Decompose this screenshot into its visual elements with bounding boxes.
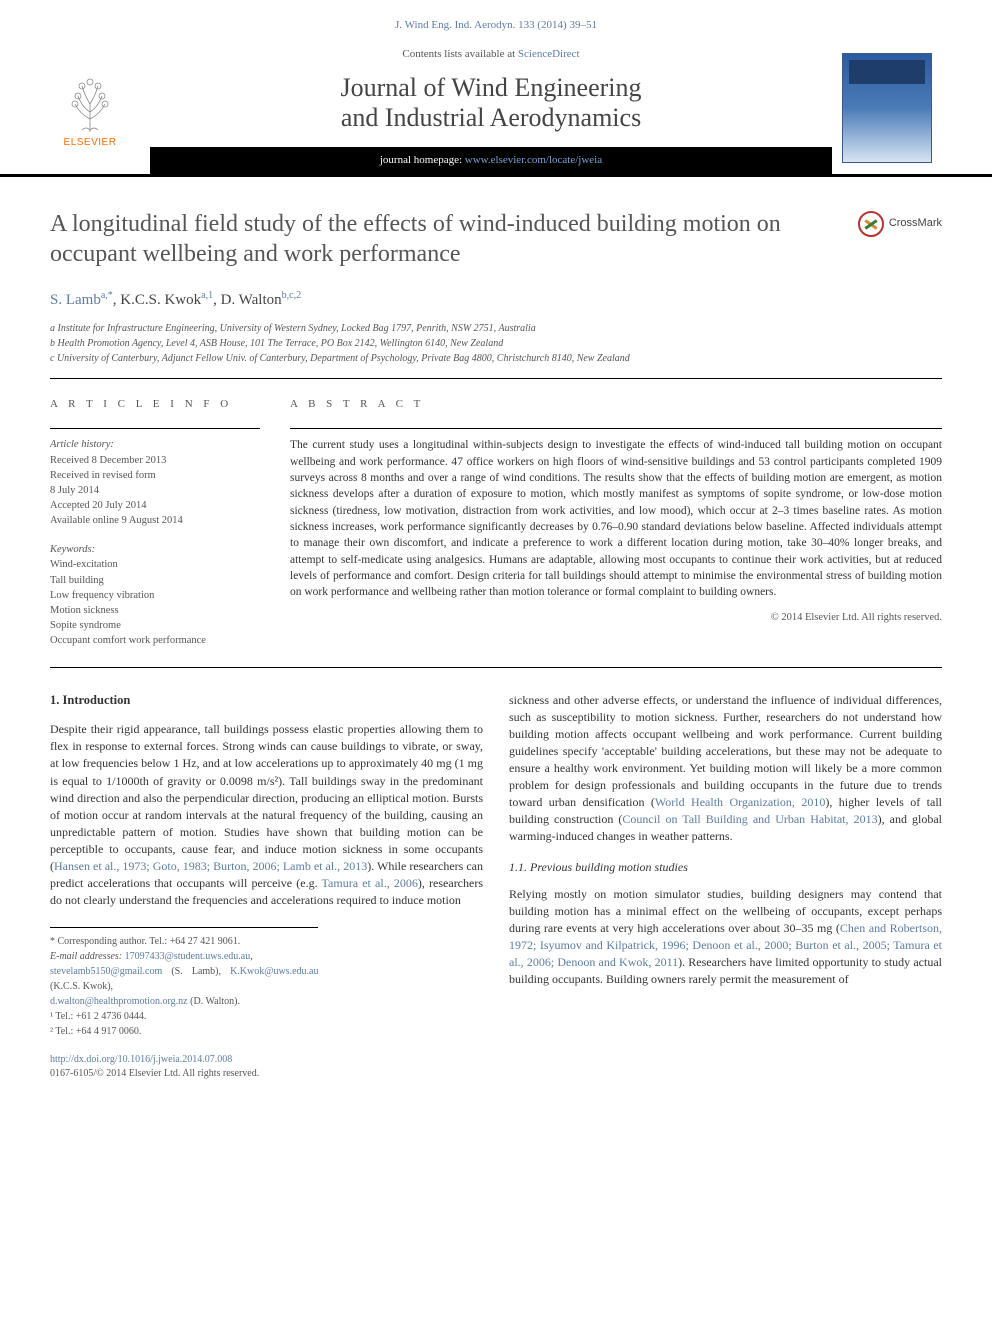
ref-who[interactable]: World Health Organization, 2010	[655, 795, 825, 809]
email-line-2: stevelamb5150@gmail.com (S. Lamb), K.Kwo…	[50, 964, 318, 994]
abstract-copyright: © 2014 Elsevier Ltd. All rights reserved…	[290, 611, 942, 626]
author-walton-sup: b,c,2	[282, 290, 301, 301]
elsevier-wordmark: ELSEVIER	[64, 136, 117, 150]
crossmark-badge[interactable]: CrossMark	[858, 211, 942, 237]
kw-2: Low frequency vibration	[50, 590, 154, 601]
body-two-column: 1. Introduction Despite their rigid appe…	[0, 668, 992, 1039]
keywords-list: Wind-excitation Tall building Low freque…	[50, 557, 260, 648]
crossmark-label: CrossMark	[889, 216, 942, 231]
title-block: A longitudinal field study of the effect…	[0, 181, 992, 275]
right-column: sickness and other adverse effects, or u…	[509, 692, 942, 1039]
contents-prefix: Contents lists available at	[402, 48, 517, 60]
history-0: Received 8 December 2013	[50, 455, 166, 466]
kw-3: Motion sickness	[50, 605, 119, 616]
tel-2: ² Tel.: +64 4 917 0060.	[50, 1024, 318, 1039]
intro-text-a: Despite their rigid appearance, tall bui…	[50, 722, 483, 872]
email-lamb-1[interactable]: 17097433@student.uws.edu.au	[125, 951, 251, 962]
ref-tamura[interactable]: Tamura et al., 2006	[322, 876, 418, 890]
abstract-divider	[290, 428, 942, 429]
author-walton: , D. Walton	[213, 292, 282, 308]
author-lamb-sup: a,*	[101, 290, 113, 301]
article-title: A longitudinal field study of the effect…	[50, 209, 942, 269]
publisher-logo-area: ELSEVIER	[50, 41, 150, 174]
journal-name: Journal of Wind Engineering and Industri…	[150, 73, 832, 133]
email-walton-who: (D. Walton).	[188, 996, 240, 1007]
email-label: E-mail addresses:	[50, 951, 125, 962]
section-1-heading: 1. Introduction	[50, 692, 483, 710]
history-label: Article history:	[50, 439, 114, 450]
elsevier-logo[interactable]: ELSEVIER	[50, 74, 130, 164]
article-history: Article history: Received 8 December 201…	[50, 437, 260, 528]
history-2: 8 July 2014	[50, 485, 99, 496]
email-kwok[interactable]: K.Kwok@uws.edu.au	[230, 966, 318, 977]
crossmark-icon	[858, 211, 884, 237]
affil-c: c University of Canterbury, Adjunct Fell…	[50, 351, 942, 366]
subsection-1-1-heading: 1.1. Previous building motion studies	[509, 859, 942, 876]
kw-0: Wind-excitation	[50, 559, 118, 570]
journal-cover-thumb[interactable]	[842, 53, 932, 163]
author-kwok-sup: a,1	[201, 290, 213, 301]
email-kwok-who: (K.C.S. Kwok),	[50, 981, 113, 992]
intro-continued: sickness and other adverse effects, or u…	[509, 692, 942, 845]
history-3: Accepted 20 July 2014	[50, 500, 147, 511]
info-abstract-row: a r t i c l e i n f o Article history: R…	[0, 379, 992, 663]
abstract-column: a b s t r a c t The current study uses a…	[290, 397, 942, 649]
kw-4: Sopite syndrome	[50, 620, 121, 631]
ref-council[interactable]: Council on Tall Building and Urban Habit…	[622, 812, 877, 826]
email-line-3: d.walton@healthpromotion.org.nz (D. Walt…	[50, 994, 318, 1009]
journal-name-line1: Journal of Wind Engineering	[340, 73, 641, 102]
author-list: S. Lamba,*, K.C.S. Kwoka,1, D. Waltonb,c…	[0, 275, 992, 317]
footnotes: * Corresponding author. Tel.: +64 27 421…	[50, 927, 318, 1039]
article-info-column: a r t i c l e i n f o Article history: R…	[50, 397, 260, 649]
subsec-para: Relying mostly on motion simulator studi…	[509, 886, 942, 988]
info-divider	[50, 428, 260, 429]
author-lamb[interactable]: S. Lamb	[50, 292, 101, 308]
doi-block: http://dx.doi.org/10.1016/j.jweia.2014.0…	[0, 1039, 992, 1101]
email-lamb-2[interactable]: stevelamb5150@gmail.com	[50, 966, 162, 977]
issn-copyright: 0167-6105/© 2014 Elsevier Ltd. All right…	[50, 1068, 259, 1079]
doi-link[interactable]: http://dx.doi.org/10.1016/j.jweia.2014.0…	[50, 1054, 232, 1065]
intro-para-1: Despite their rigid appearance, tall bui…	[50, 721, 483, 908]
journal-homepage-link[interactable]: www.elsevier.com/locate/jweia	[465, 154, 602, 166]
history-4: Available online 9 August 2014	[50, 515, 183, 526]
left-column: 1. Introduction Despite their rigid appe…	[50, 692, 483, 1039]
cover-thumb-area	[832, 41, 942, 174]
contents-available-line: Contents lists available at ScienceDirec…	[150, 47, 832, 62]
email-lamb-who: (S. Lamb),	[162, 966, 230, 977]
journal-name-line2: and Industrial Aerodynamics	[341, 103, 641, 132]
journal-homepage-bar: journal homepage: www.elsevier.com/locat…	[150, 147, 832, 174]
keywords-label: Keywords:	[50, 543, 260, 558]
affil-a: a Institute for Infrastructure Engineeri…	[50, 321, 942, 336]
article-info-heading: a r t i c l e i n f o	[50, 397, 260, 412]
abstract-heading: a b s t r a c t	[290, 397, 942, 412]
kw-5: Occupant comfort work performance	[50, 635, 206, 646]
author-kwok: , K.C.S. Kwok	[113, 292, 201, 308]
tel-1: ¹ Tel.: +61 2 4736 0444.	[50, 1009, 318, 1024]
col2-text-a: sickness and other adverse effects, or u…	[509, 693, 942, 809]
affiliations: a Institute for Infrastructure Engineeri…	[0, 317, 992, 378]
elsevier-tree-icon	[60, 74, 120, 134]
affil-b: b Health Promotion Agency, Level 4, ASB …	[50, 336, 942, 351]
email-walton[interactable]: d.walton@healthpromotion.org.nz	[50, 996, 188, 1007]
abstract-text: The current study uses a longitudinal wi…	[290, 437, 942, 600]
corresponding-author: * Corresponding author. Tel.: +64 27 421…	[50, 934, 318, 949]
masthead: ELSEVIER Contents lists available at Sci…	[0, 41, 992, 177]
kw-1: Tall building	[50, 575, 104, 586]
journal-citation: J. Wind Eng. Ind. Aerodyn. 133 (2014) 39…	[0, 0, 992, 41]
homepage-prefix: journal homepage:	[380, 154, 465, 166]
email-line: E-mail addresses: 17097433@student.uws.e…	[50, 949, 318, 964]
ref-hansen[interactable]: Hansen et al., 1973; Goto, 1983; Burton,…	[54, 859, 367, 873]
history-1: Received in revised form	[50, 470, 156, 481]
sciencedirect-link[interactable]: ScienceDirect	[518, 48, 580, 60]
masthead-center: Contents lists available at ScienceDirec…	[150, 41, 832, 174]
